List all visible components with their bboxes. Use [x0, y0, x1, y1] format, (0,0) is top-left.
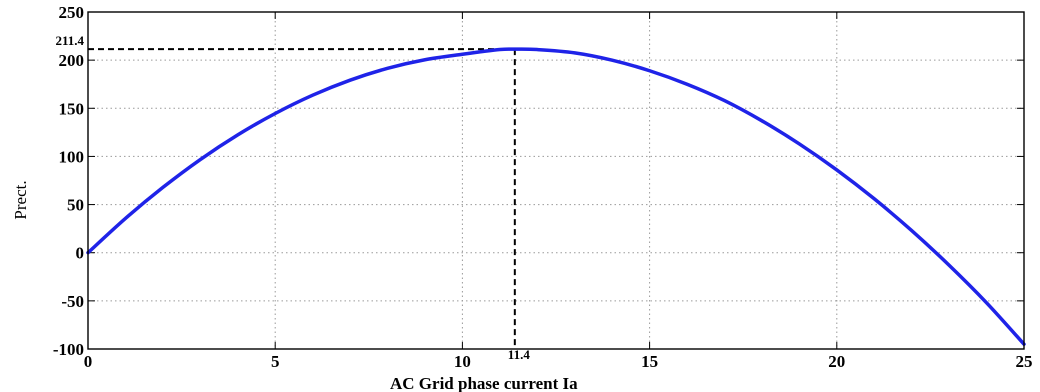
y-tick-label: 50 [67, 196, 84, 215]
reference-lines [88, 48, 516, 349]
y-tick-label: 100 [59, 147, 85, 166]
annotations: 211.4 11.4 [55, 33, 530, 362]
y-axis-title: Prect. [11, 180, 30, 219]
x-tick-label: 0 [84, 352, 93, 371]
y-tick-label: 0 [76, 244, 85, 263]
peak-y-annotation: 211.4 [55, 33, 84, 48]
y-tick-label: 200 [59, 51, 85, 70]
y-tick-label: 150 [59, 99, 85, 118]
x-tick-label: 10 [454, 352, 471, 371]
plot-area [88, 12, 1024, 349]
y-tick-label: -50 [61, 292, 84, 311]
series-layer [86, 47, 1026, 346]
tick-labels: 0 5 10 15 20 25 -100 -50 0 50 100 150 200 250 [53, 3, 1033, 371]
y-tick-label: 250 [59, 3, 85, 22]
y-tick-label: -100 [53, 340, 84, 359]
grid-lines [88, 12, 1024, 349]
x-tick-label: 15 [641, 352, 658, 371]
peak-x-annotation: 11.4 [508, 347, 531, 362]
x-tick-label: 5 [271, 352, 280, 371]
x-axis-title: AC Grid phase current Ia [390, 374, 578, 392]
x-tick-label: 25 [1016, 352, 1033, 371]
plot-frame [87, 11, 1025, 350]
series-line [86, 47, 1026, 346]
x-tick-label: 20 [828, 352, 845, 371]
